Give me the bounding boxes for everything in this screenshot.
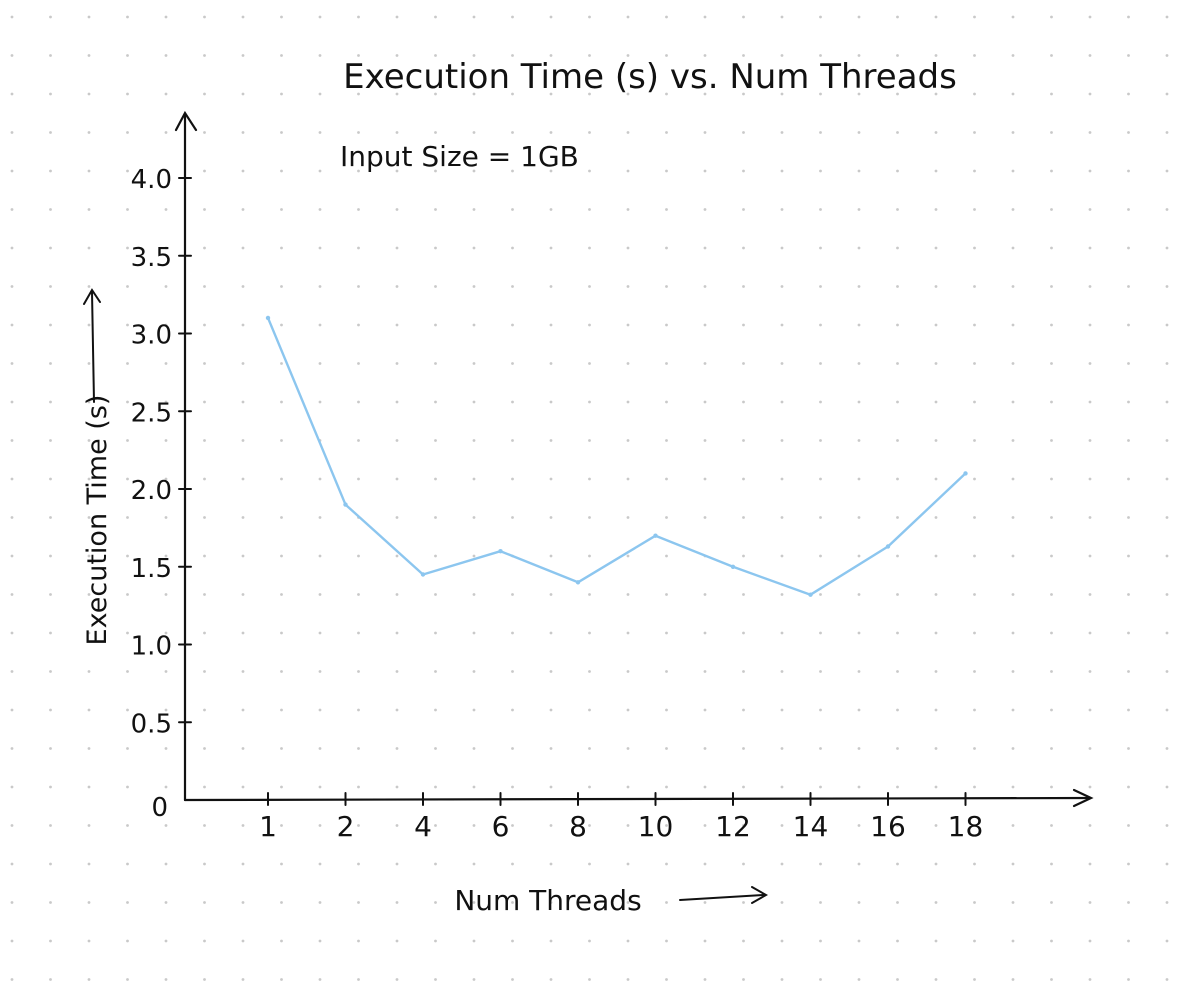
dot-grid-background bbox=[10, 15, 1169, 981]
y-axis-label-arrow bbox=[83, 288, 101, 403]
y-tick-label: 4.0 bbox=[131, 165, 172, 195]
data-point bbox=[420, 572, 426, 577]
series-line bbox=[266, 316, 967, 596]
y-tick-label: 2.5 bbox=[131, 398, 172, 428]
input-size-annotation: Input Size = 1GB bbox=[340, 140, 579, 173]
x-tick-label: 14 bbox=[793, 810, 829, 843]
series-group bbox=[265, 315, 968, 597]
x-tick-label: 2 bbox=[337, 810, 355, 843]
y-tick-label: 0.5 bbox=[131, 709, 172, 739]
x-tick-label: 4 bbox=[414, 810, 432, 843]
x-tick-label: 10 bbox=[638, 810, 674, 843]
data-point bbox=[885, 544, 891, 549]
y-axis-arrowhead bbox=[174, 110, 198, 132]
data-point bbox=[265, 315, 271, 321]
data-point bbox=[963, 471, 968, 476]
y-tick-label: 0 bbox=[151, 793, 168, 823]
y-axis-label-group: Execution Time (s) bbox=[82, 288, 113, 646]
x-tick-label: 12 bbox=[715, 810, 751, 843]
x-axis-ticks: 1 2 4 6 8 10 12 14 16 18 bbox=[259, 792, 984, 843]
x-axis-arrowhead bbox=[1072, 788, 1094, 808]
x-tick-label: 16 bbox=[870, 810, 906, 843]
data-point bbox=[575, 580, 581, 585]
y-tick-label: 3.0 bbox=[131, 321, 172, 351]
data-point bbox=[808, 592, 813, 597]
data-point bbox=[730, 564, 736, 569]
y-tick-label: 1.0 bbox=[131, 632, 172, 662]
x-axis-label: Num Threads bbox=[454, 884, 641, 917]
x-tick-label: 8 bbox=[569, 810, 587, 843]
y-tick-label: 1.5 bbox=[131, 554, 172, 584]
chart-title: Execution Time (s) vs. Num Threads bbox=[343, 57, 957, 97]
x-tick-label: 1 bbox=[259, 810, 277, 843]
x-tick-label: 18 bbox=[948, 810, 984, 843]
x-axis-label-group: Num Threads bbox=[454, 884, 769, 917]
data-point bbox=[653, 533, 658, 538]
y-tick-label: 3.5 bbox=[131, 243, 172, 273]
data-point bbox=[498, 549, 503, 554]
x-axis-line bbox=[183, 796, 1092, 802]
x-axis-label-arrow bbox=[679, 886, 769, 904]
x-tick-label: 6 bbox=[492, 810, 510, 843]
axes bbox=[174, 110, 1094, 808]
y-tick-label: 2.0 bbox=[131, 476, 172, 506]
data-point bbox=[343, 502, 348, 507]
y-axis-ticks: 0 0.5 1.0 1.5 2.0 2.5 3.0 3.5 4.0 bbox=[131, 165, 192, 823]
y-axis-label: Execution Time (s) bbox=[82, 395, 113, 646]
